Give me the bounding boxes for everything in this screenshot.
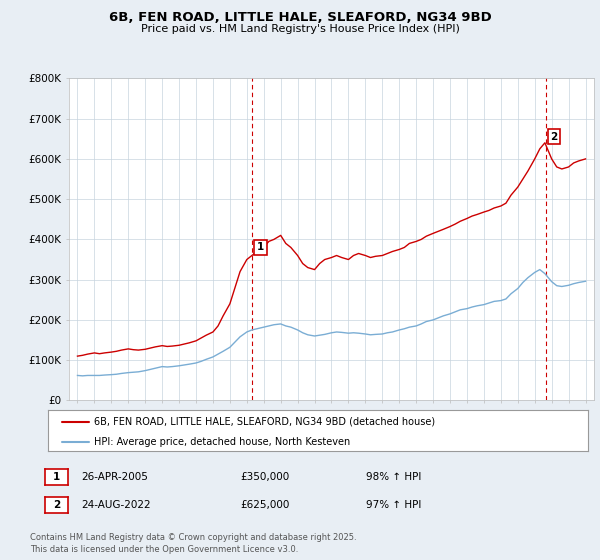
Text: 6B, FEN ROAD, LITTLE HALE, SLEAFORD, NG34 9BD: 6B, FEN ROAD, LITTLE HALE, SLEAFORD, NG3…: [109, 11, 491, 24]
Text: 1: 1: [257, 242, 265, 253]
Text: 2: 2: [550, 132, 557, 142]
Text: £350,000: £350,000: [240, 472, 289, 482]
Text: 26-APR-2005: 26-APR-2005: [81, 472, 148, 482]
Text: 98% ↑ HPI: 98% ↑ HPI: [366, 472, 421, 482]
Text: £625,000: £625,000: [240, 500, 289, 510]
Text: Price paid vs. HM Land Registry's House Price Index (HPI): Price paid vs. HM Land Registry's House …: [140, 24, 460, 34]
Text: 2: 2: [53, 500, 60, 510]
Text: HPI: Average price, detached house, North Kesteven: HPI: Average price, detached house, Nort…: [94, 437, 350, 447]
Text: 97% ↑ HPI: 97% ↑ HPI: [366, 500, 421, 510]
Text: 24-AUG-2022: 24-AUG-2022: [81, 500, 151, 510]
Text: Contains HM Land Registry data © Crown copyright and database right 2025.
This d: Contains HM Land Registry data © Crown c…: [30, 533, 356, 554]
Text: 1: 1: [53, 472, 60, 482]
Text: 6B, FEN ROAD, LITTLE HALE, SLEAFORD, NG34 9BD (detached house): 6B, FEN ROAD, LITTLE HALE, SLEAFORD, NG3…: [94, 417, 435, 427]
